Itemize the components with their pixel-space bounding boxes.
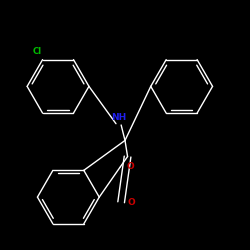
Text: Cl: Cl xyxy=(33,47,42,56)
Text: O: O xyxy=(128,198,135,207)
Text: NH: NH xyxy=(111,114,126,122)
Text: O: O xyxy=(126,162,134,171)
